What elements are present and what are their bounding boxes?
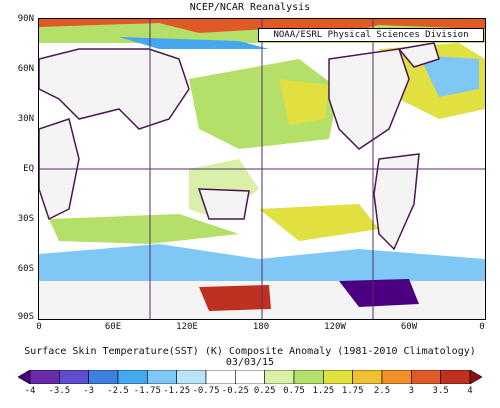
colorbar-segment — [264, 370, 295, 384]
colorbar-svg — [18, 370, 482, 384]
colorbar-segment — [352, 370, 383, 384]
s-pacific-warm — [259, 204, 379, 241]
colorbar-tick-label: -3.5 — [48, 386, 71, 396]
colorbar-tick-label: 0.25 — [253, 386, 276, 396]
colorbar-segment — [59, 370, 89, 384]
lat-tick-90s: 90S — [17, 312, 34, 322]
lat-tick-eq: EQ — [23, 164, 34, 174]
lon-tick-60e: 60E — [104, 322, 122, 332]
colorbar-arrow-low — [18, 370, 31, 384]
south-america-shape — [373, 153, 420, 251]
weddell-sea-cool — [339, 279, 419, 307]
lon-tick-60w: 60W — [400, 322, 418, 332]
colorbar-segment — [88, 370, 119, 384]
map-date: 03/03/15 — [225, 357, 275, 368]
greenland-shape — [397, 42, 440, 68]
colorbar-segment — [293, 370, 324, 384]
lon-tick-120w: 120W — [324, 322, 346, 332]
colorbar-segment — [205, 370, 236, 384]
n-pacific-warm — [279, 79, 329, 125]
graticule — [39, 19, 485, 319]
colorbar — [18, 370, 482, 384]
colorbar-tick-label: 0.75 — [283, 386, 305, 396]
lat-tick-60s: 60S — [17, 264, 34, 274]
colorbar-tick-label: 3.5 — [432, 386, 449, 396]
colorbar-tick-label: -2.5 — [107, 386, 129, 396]
colorbar-tick-label: -1.25 — [163, 386, 191, 396]
colorbar-tick-label: 3 — [408, 386, 415, 396]
anomaly-map — [39, 19, 485, 319]
colorbar-tick-label: -4 — [24, 386, 36, 396]
lon-tick-120e: 120E — [176, 322, 198, 332]
colorbar-segment — [176, 370, 207, 384]
colorbar-segment — [440, 370, 471, 384]
lat-tick-30s: 30S — [17, 214, 34, 224]
colorbar-segment — [117, 370, 148, 384]
credit-label: NOAA/ESRL Physical Sciences Division — [258, 28, 484, 42]
colorbar-segment — [381, 370, 412, 384]
colorbar-segment — [147, 370, 177, 384]
lon-tick-0-end: 0 — [479, 322, 485, 332]
colorbar-arrow-high — [469, 370, 482, 384]
lon-tick-180: 180 — [252, 322, 270, 332]
australia-shape — [197, 188, 250, 220]
colorbar-segment — [323, 370, 353, 384]
colorbar-tick-label: -3 — [83, 386, 95, 396]
lon-tick-0: 0 — [36, 322, 42, 332]
colorbar-tick-label: 2.5 — [373, 386, 391, 396]
s-indian-anomaly — [49, 214, 239, 244]
map-caption: Surface Skin Temperature(SST) (K) Compos… — [24, 346, 476, 357]
arctic-cool — [119, 37, 269, 49]
colorbar-tick-label: 1.75 — [341, 386, 364, 396]
labrador-cool — [419, 55, 479, 97]
ross-sea-warm — [199, 285, 271, 311]
colorbar-tick-label: -0.25 — [221, 386, 249, 396]
n-pacific-anomaly — [189, 59, 339, 149]
colorbar-tick-label: 1.25 — [312, 386, 335, 396]
colorbar-tick-label: -0.75 — [192, 386, 220, 396]
lat-tick-90n: 90N — [17, 14, 34, 24]
colorbar-segment — [29, 370, 60, 384]
lat-tick-60n: 60N — [17, 64, 34, 74]
colorbar-tick-label: 4 — [467, 386, 473, 396]
map-panel — [38, 18, 486, 320]
lat-tick-30n: 30N — [17, 114, 34, 124]
eurasia-shape — [39, 48, 190, 130]
colorbar-segment — [235, 370, 265, 384]
colorbar-segment — [411, 370, 441, 384]
colorbar-tick-label: -1.75 — [133, 386, 161, 396]
page-title: NCEP/NCAR Reanalysis — [189, 2, 311, 13]
north-america-shape — [328, 48, 410, 150]
